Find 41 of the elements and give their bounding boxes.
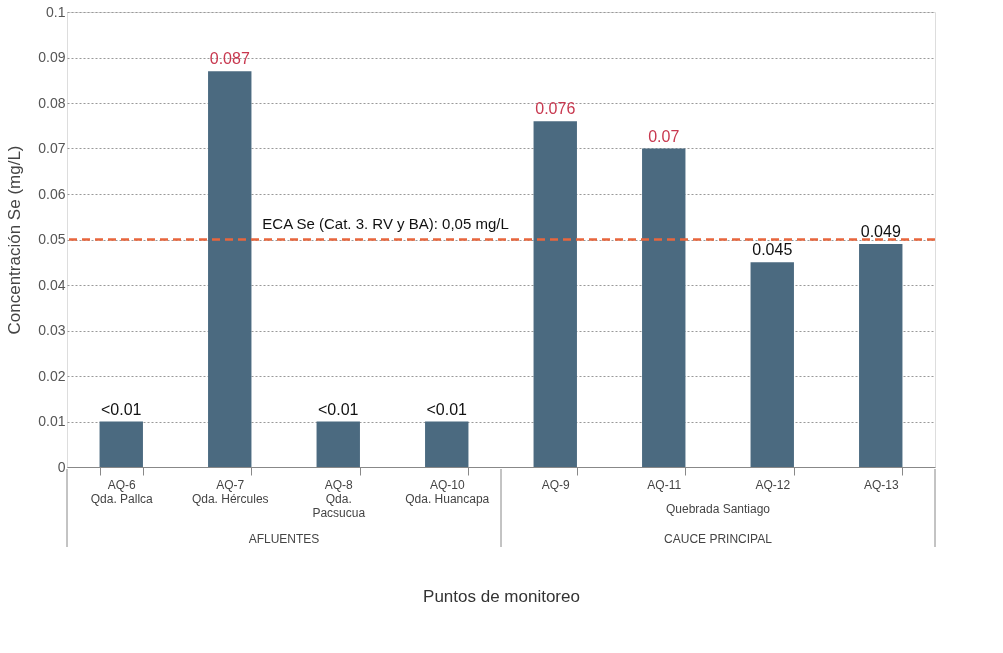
x-tick-label: AQ-12 <box>755 477 791 492</box>
data-label: 0.076 <box>535 100 576 118</box>
data-label: 0.087 <box>209 50 250 68</box>
y-tick-label: 0.01 <box>38 413 66 429</box>
text: Quebrada Santiago <box>665 502 771 516</box>
y-tick-label: 0.1 <box>46 3 66 20</box>
bar <box>859 244 903 467</box>
x-axis-title: Puntos de monitoreo <box>423 586 580 606</box>
x-tick-label: AQ-11 <box>647 477 682 492</box>
y-tick-label: 0.03 <box>38 322 66 338</box>
x-tick-label: AQ-6 Qda. Pallca <box>90 477 154 506</box>
data-label: 0.07 <box>648 127 680 145</box>
ref-line-label: ECA Se (Cat. 3. RV y BA): 0,05 mg/L <box>262 214 509 232</box>
y-tick-label: 0.02 <box>38 367 66 384</box>
bar <box>642 148 686 467</box>
bar <box>425 421 469 467</box>
y-tick-label: 0.06 <box>38 185 66 202</box>
bar <box>533 121 577 467</box>
x-tick-label: AQ-8 Qda. Pacsucua <box>312 477 366 520</box>
x-tick-label: AQ-7 Qda. Hércules <box>191 477 269 506</box>
y-tick-label: 0.09 <box>38 49 66 65</box>
data-label: 0.049 <box>860 223 901 241</box>
bar <box>208 71 252 467</box>
bar <box>316 421 360 467</box>
bar <box>750 262 794 467</box>
bar <box>99 421 143 467</box>
text: AFLUENTES <box>248 532 320 546</box>
y-tick-label: 0 <box>57 458 66 475</box>
y-tick-label: 0.08 <box>38 94 66 111</box>
x-tick-label: AQ-10 Qda. Huancapa <box>405 477 490 506</box>
data-label: <0.01 <box>101 400 142 418</box>
y-tick-label: 0.05 <box>38 231 66 247</box>
y-tick-label: 0.04 <box>38 276 66 293</box>
x-tick-label: AQ-13 <box>863 477 899 492</box>
data-label: <0.01 <box>426 400 468 418</box>
text: CAUCE PRINCIPAL <box>664 532 773 546</box>
data-label: <0.01 <box>318 400 359 418</box>
x-tick-label: AQ-9 <box>541 477 571 492</box>
y-axis-title: Concentración Se (mg/L) <box>5 145 25 335</box>
y-tick-label: 0.07 <box>38 140 66 156</box>
data-label: 0.045 <box>752 241 793 259</box>
